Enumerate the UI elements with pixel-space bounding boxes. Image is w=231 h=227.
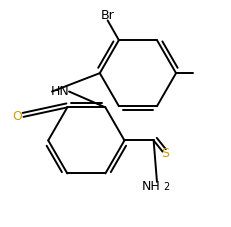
Text: O: O [12,110,22,123]
Text: Br: Br [101,10,115,22]
Text: HN: HN [51,85,70,98]
Text: S: S [161,147,169,160]
Text: NH: NH [142,180,161,193]
Text: 2: 2 [163,183,169,192]
